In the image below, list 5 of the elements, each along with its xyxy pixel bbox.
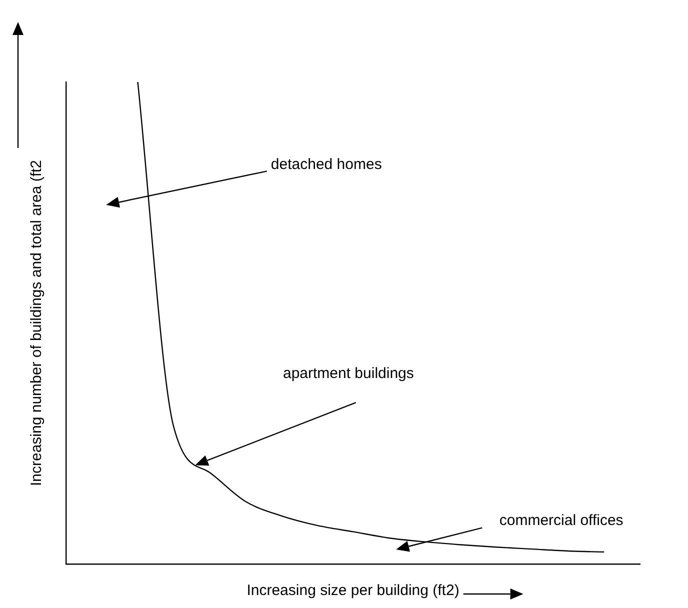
y-axis-title: Increasing number of buildings and total area (ft2 — [28, 160, 46, 486]
x-axis-title: Increasing size per building (ft2) — [246, 582, 460, 600]
annotation: apartment buildings — [282, 364, 414, 382]
annotation: detached homes — [270, 156, 382, 174]
annotation: commercial offices — [499, 512, 624, 529]
